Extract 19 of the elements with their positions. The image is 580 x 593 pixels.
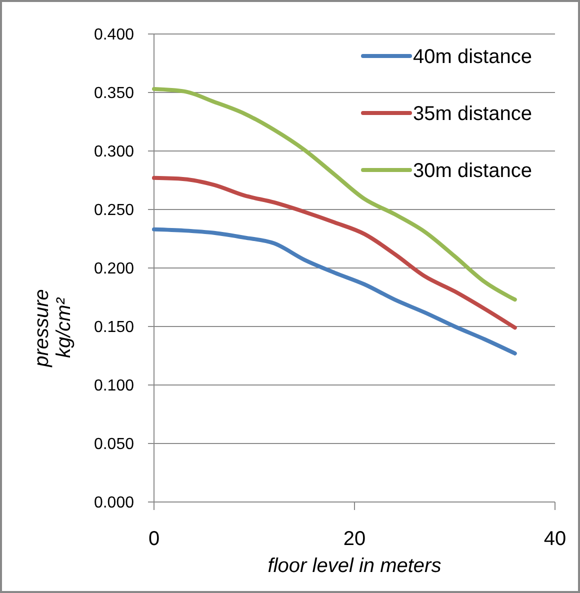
y-tick-label: 0.350 <box>94 85 134 102</box>
line-series <box>152 227 517 356</box>
legend-label: 30m distance <box>413 160 532 182</box>
x-tick-label: 20 <box>343 528 366 550</box>
y-tick-label: 0.200 <box>94 260 134 278</box>
line-series <box>152 176 517 330</box>
y-tick-label: 0.000 <box>94 494 134 512</box>
legend-label: 40m distance <box>413 46 532 68</box>
legend-label: 35m distance <box>413 103 532 125</box>
y-tick-label: 0.100 <box>94 378 134 395</box>
x-tick-label: 40 <box>544 528 566 550</box>
x-axis-title: floor level in meters <box>268 555 442 577</box>
y-axis-title: pressure kg/cm² <box>31 289 75 368</box>
x-tick-label: 0 <box>148 528 160 550</box>
y-tick-label: 0.300 <box>94 144 134 161</box>
y-tick-label: 0.150 <box>94 319 134 336</box>
y-tick-label: 0.250 <box>94 202 134 220</box>
y-tick-label: 0.050 <box>94 436 134 454</box>
y-tick-label: 0.400 <box>94 26 134 44</box>
